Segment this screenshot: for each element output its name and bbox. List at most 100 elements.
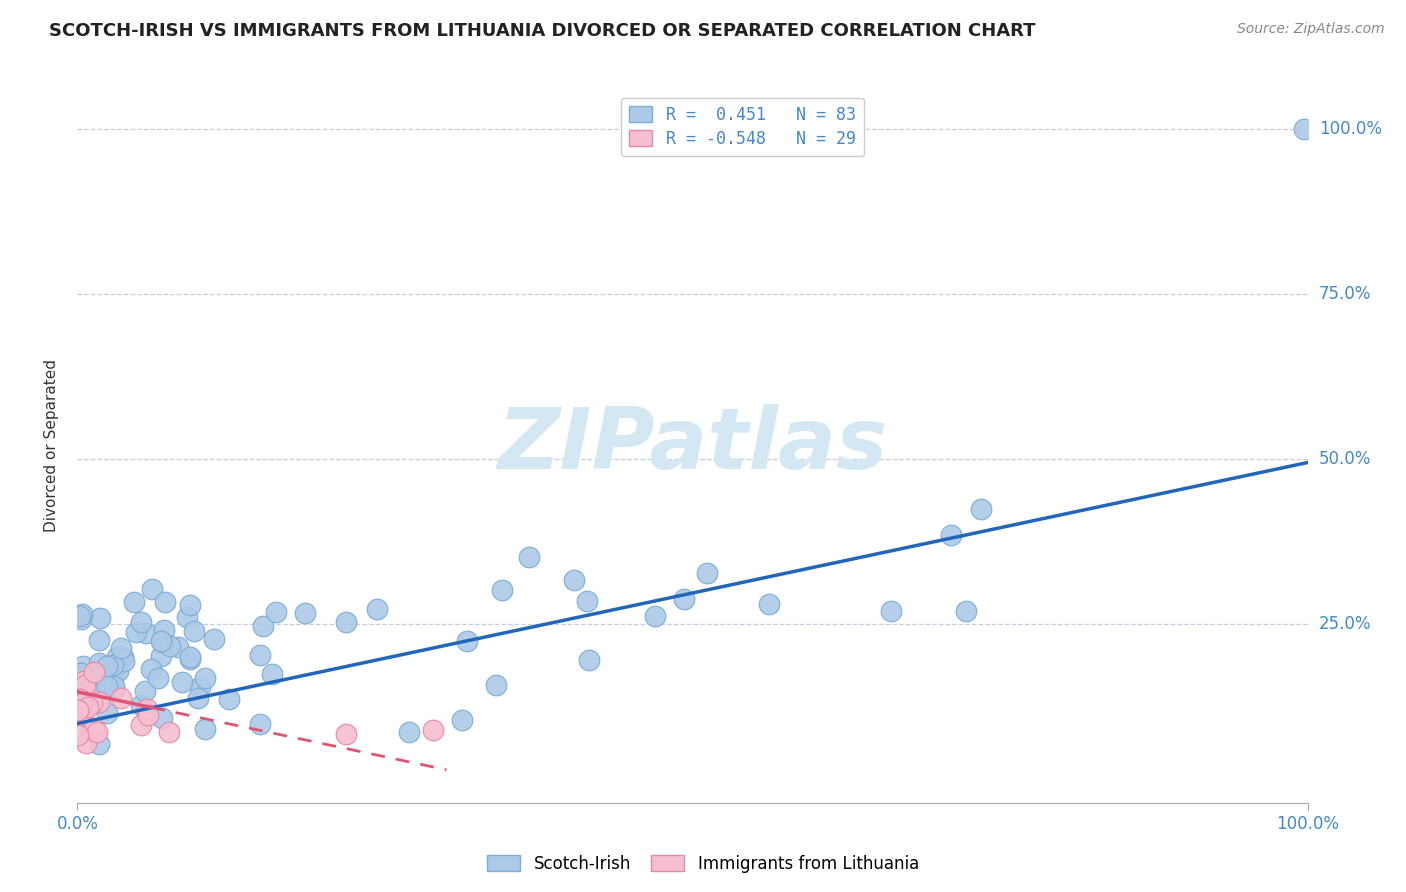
Point bbox=[107, 664, 129, 678]
Point bbox=[112, 654, 135, 668]
Point bbox=[83, 722, 105, 736]
Point bbox=[129, 698, 152, 712]
Point bbox=[176, 610, 198, 624]
Point bbox=[150, 635, 173, 649]
Point bbox=[149, 648, 172, 663]
Point bbox=[157, 725, 180, 739]
Point bbox=[67, 708, 90, 723]
Point bbox=[72, 607, 94, 621]
Text: 50.0%: 50.0% bbox=[1319, 450, 1371, 468]
Point bbox=[110, 641, 132, 656]
Point bbox=[179, 598, 201, 612]
Point bbox=[398, 725, 420, 739]
Point bbox=[150, 711, 173, 725]
Point bbox=[70, 697, 93, 711]
Point bbox=[218, 692, 240, 706]
Point bbox=[264, 605, 287, 619]
Point bbox=[696, 566, 718, 581]
Point bbox=[939, 528, 962, 542]
Text: 100.0%: 100.0% bbox=[1319, 120, 1382, 138]
Point bbox=[70, 697, 93, 711]
Point bbox=[96, 679, 118, 693]
Point bbox=[202, 632, 225, 646]
Point bbox=[86, 724, 108, 739]
Point bbox=[252, 618, 274, 632]
Point bbox=[73, 698, 96, 713]
Point bbox=[79, 673, 101, 688]
Point bbox=[76, 699, 98, 714]
Point bbox=[194, 722, 217, 736]
Point bbox=[135, 626, 157, 640]
Point bbox=[451, 713, 474, 727]
Point bbox=[187, 690, 209, 705]
Point bbox=[67, 728, 90, 742]
Point bbox=[170, 674, 193, 689]
Point bbox=[970, 502, 993, 516]
Text: 25.0%: 25.0% bbox=[1319, 615, 1371, 633]
Point bbox=[129, 717, 152, 731]
Point bbox=[79, 679, 101, 693]
Point bbox=[136, 708, 159, 723]
Point bbox=[122, 595, 145, 609]
Point bbox=[96, 706, 118, 721]
Point bbox=[880, 604, 903, 618]
Point bbox=[70, 688, 93, 702]
Point bbox=[141, 582, 163, 596]
Point bbox=[644, 609, 666, 624]
Point bbox=[183, 624, 205, 638]
Point bbox=[758, 597, 780, 611]
Point bbox=[97, 679, 120, 693]
Point bbox=[72, 705, 94, 719]
Point bbox=[125, 624, 148, 639]
Point bbox=[562, 573, 585, 587]
Point bbox=[69, 692, 91, 706]
Point bbox=[80, 723, 103, 738]
Point bbox=[578, 653, 600, 667]
Point bbox=[72, 659, 94, 673]
Point bbox=[517, 549, 540, 564]
Point bbox=[135, 701, 157, 715]
Point bbox=[87, 656, 110, 670]
Point bbox=[491, 583, 513, 598]
Point bbox=[179, 652, 201, 666]
Point bbox=[89, 611, 111, 625]
Point bbox=[179, 649, 201, 664]
Point bbox=[294, 606, 316, 620]
Point bbox=[955, 604, 977, 618]
Point bbox=[249, 717, 271, 731]
Point bbox=[75, 736, 97, 750]
Text: ZIPatlas: ZIPatlas bbox=[498, 404, 887, 488]
Point bbox=[105, 649, 128, 664]
Point bbox=[485, 678, 508, 692]
Point bbox=[89, 632, 111, 647]
Text: 75.0%: 75.0% bbox=[1319, 285, 1371, 303]
Point bbox=[1292, 121, 1315, 136]
Point bbox=[101, 658, 124, 673]
Point bbox=[73, 674, 96, 689]
Point bbox=[155, 595, 177, 609]
Point bbox=[101, 666, 124, 681]
Point bbox=[456, 634, 478, 648]
Point bbox=[69, 612, 91, 626]
Point bbox=[103, 666, 125, 681]
Point bbox=[69, 665, 91, 680]
Point bbox=[335, 727, 357, 741]
Point bbox=[103, 679, 125, 693]
Point bbox=[89, 668, 111, 682]
Point bbox=[103, 681, 125, 696]
Point bbox=[194, 671, 217, 685]
Point bbox=[249, 648, 271, 662]
Point bbox=[69, 609, 91, 624]
Point bbox=[366, 602, 388, 616]
Point bbox=[89, 695, 111, 709]
Point bbox=[82, 696, 104, 710]
Legend: Scotch-Irish, Immigrants from Lithuania: Scotch-Irish, Immigrants from Lithuania bbox=[481, 848, 925, 880]
Point bbox=[66, 703, 89, 717]
Point bbox=[96, 658, 118, 673]
Point bbox=[575, 593, 598, 607]
Point bbox=[167, 640, 190, 654]
Point bbox=[75, 678, 97, 692]
Text: Source: ZipAtlas.com: Source: ZipAtlas.com bbox=[1237, 22, 1385, 37]
Point bbox=[76, 700, 98, 714]
Point bbox=[87, 737, 110, 751]
